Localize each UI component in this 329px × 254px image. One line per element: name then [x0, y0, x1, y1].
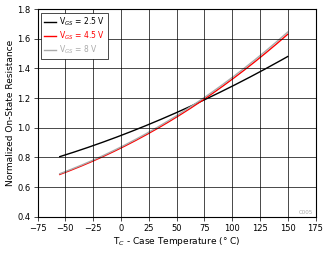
X-axis label: T$_C$ - Case Temperature (° C): T$_C$ - Case Temperature (° C)	[113, 235, 240, 248]
Legend: V$_{GS}$ = 2.5 V, V$_{GS}$ = 4.5 V, V$_{GS}$ = 8 V: V$_{GS}$ = 2.5 V, V$_{GS}$ = 4.5 V, V$_{…	[41, 13, 108, 59]
Text: C005: C005	[298, 210, 313, 215]
Y-axis label: Normalized On-State Resistance: Normalized On-State Resistance	[6, 40, 14, 186]
